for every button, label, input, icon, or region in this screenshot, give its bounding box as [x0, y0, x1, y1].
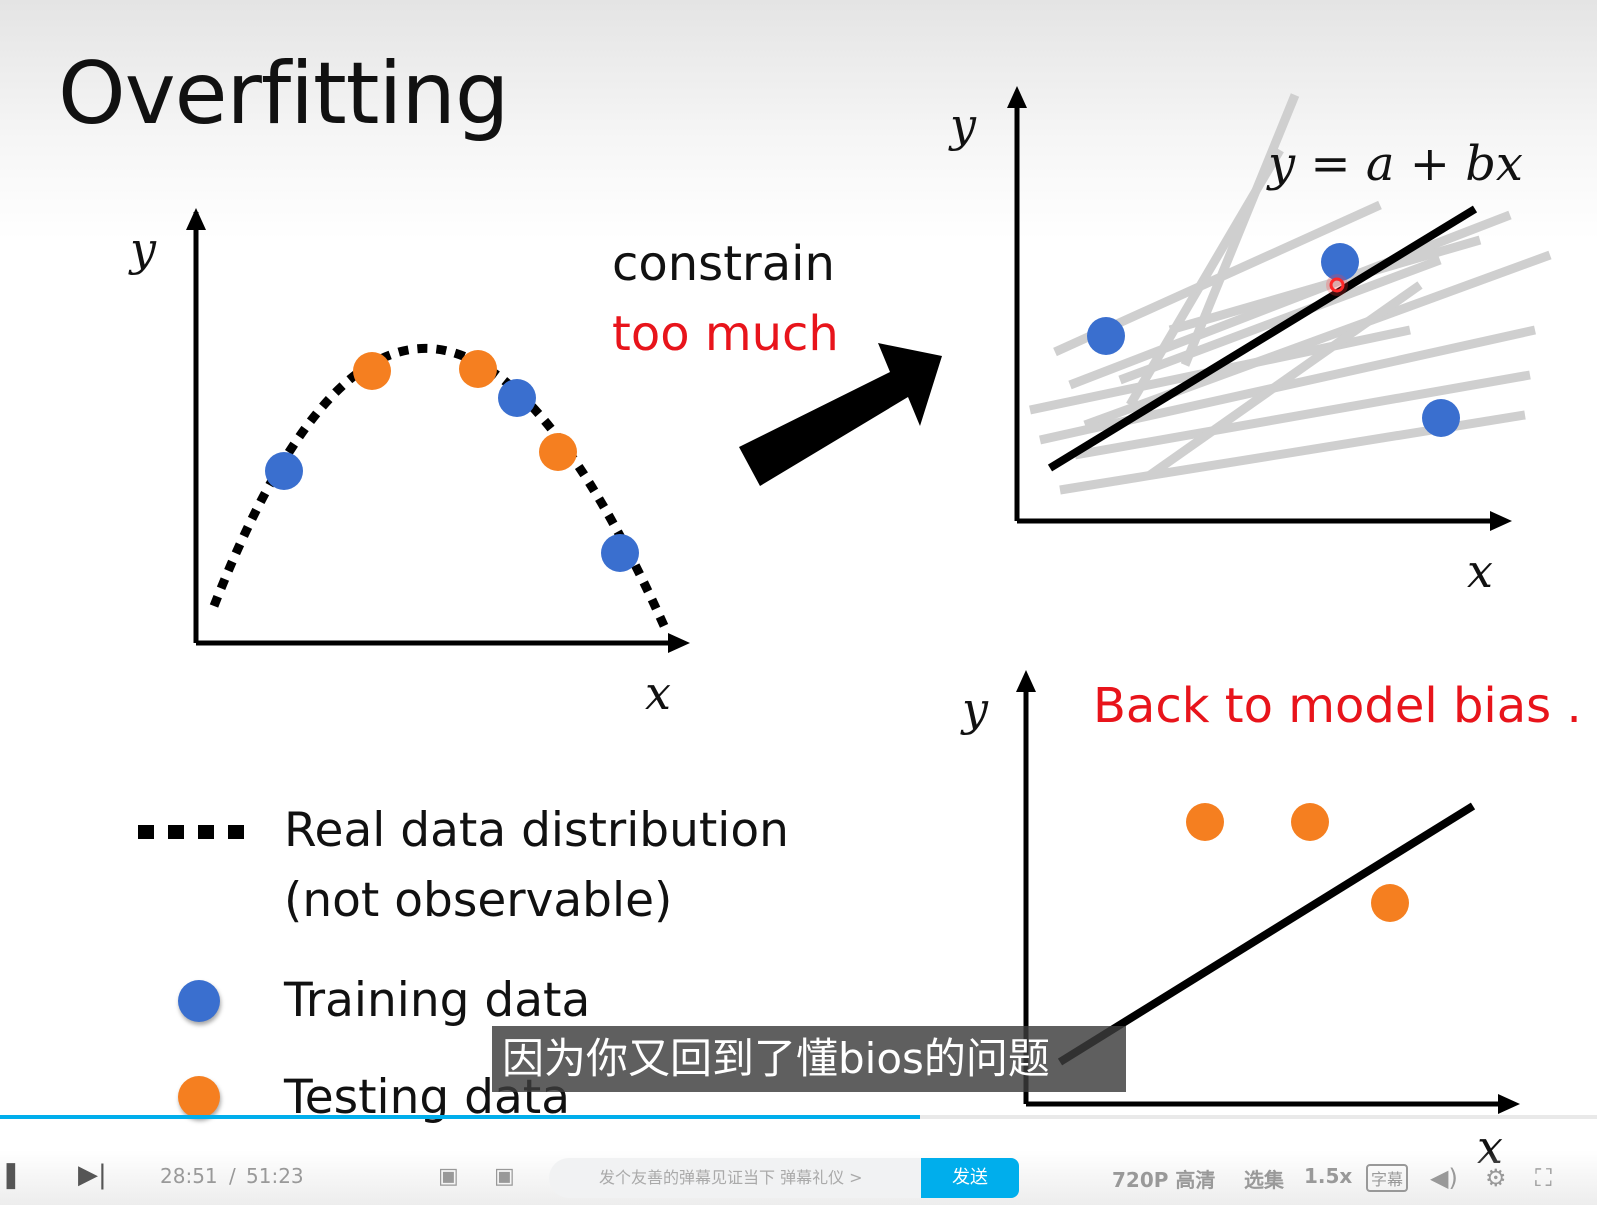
time-separator: /	[229, 1164, 236, 1188]
tr-y-label: y	[950, 98, 976, 152]
training-point	[601, 534, 639, 572]
video-subtitle: 因为你又回到了懂bios的问题	[492, 1026, 1126, 1092]
progress-bar[interactable]	[0, 1115, 1597, 1119]
quality-button[interactable]: 720P 高清	[1112, 1168, 1216, 1192]
left-plot	[186, 208, 690, 653]
legend-training-dot	[178, 980, 220, 1022]
slide-title: Overfitting	[58, 44, 509, 144]
current-time: 28:51	[160, 1164, 218, 1188]
big-arrow	[739, 343, 942, 486]
slide: Overfitting	[0, 0, 1597, 1170]
fit-line	[1057, 802, 1476, 1066]
progress-fill	[0, 1115, 920, 1119]
br-x-arrowhead	[1498, 1094, 1520, 1114]
fullscreen-icon[interactable]: ⛶	[1535, 1164, 1552, 1192]
tr-x-arrowhead	[1490, 511, 1512, 531]
testing-point	[459, 350, 497, 388]
send-button[interactable]: 发送	[921, 1158, 1019, 1198]
episodes-button[interactable]: 选集	[1244, 1168, 1284, 1192]
equation: y = a + bx	[1268, 136, 1523, 192]
testing-point	[353, 352, 391, 390]
danmu-settings-icon[interactable]: ▣	[494, 1164, 515, 1189]
legend-real-line2: (not observable)	[284, 873, 673, 928]
next-icon[interactable]: ▶|	[78, 1160, 107, 1190]
left-y-arrowhead	[186, 208, 206, 230]
training-point	[265, 452, 303, 490]
constrain-text: constrain	[612, 236, 835, 292]
legend-real-line1: Real data distribution	[284, 803, 789, 858]
danmu-input[interactable]: 发个友善的弹幕见证当下 弹幕礼仪 >	[549, 1158, 921, 1198]
settings-icon[interactable]: ⚙	[1485, 1164, 1507, 1192]
testing-point	[539, 433, 577, 471]
testing-point	[1291, 803, 1329, 841]
danmu-toggle-icon[interactable]: ▣	[438, 1164, 459, 1189]
br-y-label: y	[962, 682, 988, 736]
legend-testing-dot	[178, 1076, 220, 1118]
speed-button[interactable]: 1.5x	[1304, 1164, 1353, 1188]
slide-graphics	[186, 86, 1552, 1114]
too-much-text: too much	[612, 306, 839, 362]
testing-point	[1186, 803, 1224, 841]
total-time: 51:23	[246, 1164, 304, 1188]
training-point	[1321, 243, 1359, 281]
left-x-arrowhead	[668, 633, 690, 653]
tr-x-label: x	[1467, 544, 1493, 598]
bottom-right-plot	[1016, 670, 1520, 1114]
volume-icon[interactable]: ◀)	[1430, 1164, 1458, 1192]
training-point	[498, 379, 536, 417]
top-right-plot	[1007, 86, 1552, 531]
cursor-pointer	[1329, 277, 1345, 293]
left-y-label: y	[130, 222, 156, 276]
legend-dotted-line	[138, 825, 246, 839]
model-bias-caption: Back to model bias .	[1093, 678, 1582, 734]
cursor-halo	[1326, 274, 1348, 296]
legend-training-label: Training data	[284, 973, 591, 1028]
player-controls: ❚ ▶| 28:51 / 51:23 ▣ ▣ 发个友善的弹幕见证当下 弹幕礼仪 …	[0, 1150, 1597, 1205]
br-y-arrowhead	[1016, 670, 1036, 692]
play-pause-icon[interactable]: ❚	[0, 1160, 22, 1190]
training-point	[1422, 399, 1460, 437]
tr-y-arrowhead	[1007, 86, 1027, 108]
training-point	[1087, 317, 1125, 355]
testing-point	[1371, 884, 1409, 922]
left-x-label: x	[645, 666, 671, 720]
fit-line	[1047, 205, 1478, 472]
subtitle-button[interactable]: 字幕	[1366, 1164, 1409, 1192]
